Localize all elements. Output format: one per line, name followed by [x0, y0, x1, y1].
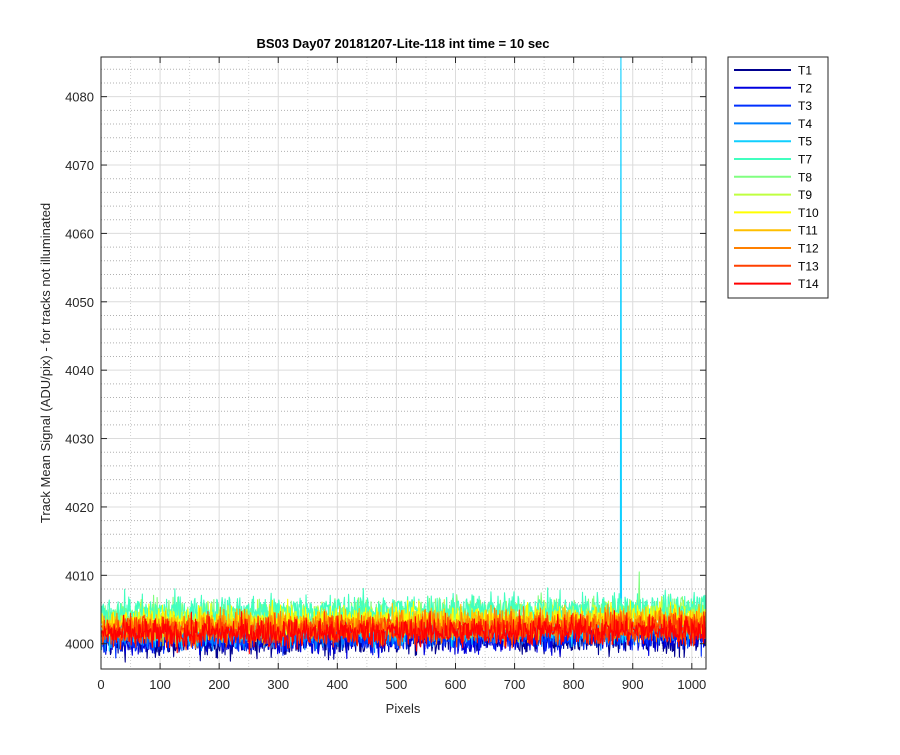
minor-grid: [101, 57, 706, 669]
x-tick-label: 200: [208, 677, 230, 692]
x-tick-label: 0: [97, 677, 104, 692]
chart-title: BS03 Day07 20181207-Lite-118 int time = …: [256, 36, 549, 51]
legend-label-t1: T1: [798, 64, 812, 78]
y-tick-label: 4020: [65, 500, 94, 515]
x-tick-label: 500: [386, 677, 408, 692]
y-axis-label: Track Mean Signal (ADU/pix) - for tracks…: [38, 203, 53, 523]
legend-label-t13: T13: [798, 259, 819, 273]
legend-label-t5: T5: [798, 135, 812, 149]
legend-label-t9: T9: [798, 188, 812, 202]
y-tick-labels: 4000 4010 4020 4030 4040 4050 4060 4070 4080: [65, 90, 94, 652]
x-tick-label: 100: [149, 677, 171, 692]
legend-label-t11: T11: [798, 224, 818, 238]
x-tick-label: 800: [563, 677, 585, 692]
x-tick-label: 400: [326, 677, 348, 692]
x-axis-label: Pixels: [386, 701, 421, 716]
x-tick-label: 600: [445, 677, 467, 692]
plot-area: [101, 57, 706, 669]
legend: T1 T2 T3 T4 T5 T7 T8 T9 T10 T11 T12 T13 T14: [727, 56, 829, 299]
y-tick-label: 4050: [65, 295, 94, 310]
legend-label-t4: T4: [798, 117, 812, 131]
legend-label-t10: T10: [798, 206, 819, 220]
y-tick-label: 4060: [65, 226, 94, 241]
x-tick-label: 700: [504, 677, 526, 692]
legend-label-t12: T12: [798, 242, 819, 256]
y-tick-label: 4080: [65, 90, 94, 105]
x-tick-label: 300: [267, 677, 289, 692]
x-tick-labels: 0 100 200 300 400 500 600 700 800 900 1000: [97, 677, 706, 692]
series-line-t14: [101, 610, 706, 655]
legend-label-t3: T3: [798, 99, 812, 113]
y-tick-label: 4040: [65, 363, 94, 378]
legend-label-t14: T14: [798, 277, 819, 291]
legend-label-t2: T2: [798, 81, 812, 95]
x-tick-label: 1000: [677, 677, 706, 692]
legend-label-t8: T8: [798, 170, 812, 184]
y-tick-label: 4070: [65, 158, 94, 173]
plot-frame: [100, 56, 707, 670]
series-layer: [101, 57, 706, 663]
y-tick-label: 4030: [65, 432, 94, 447]
x-tick-label: 900: [622, 677, 644, 692]
y-tick-label: 4000: [65, 637, 94, 652]
y-tick-label: 4010: [65, 568, 94, 583]
major-grid: [100, 57, 706, 669]
axes-ticks: [100, 57, 706, 669]
legend-label-t7: T7: [798, 153, 812, 167]
